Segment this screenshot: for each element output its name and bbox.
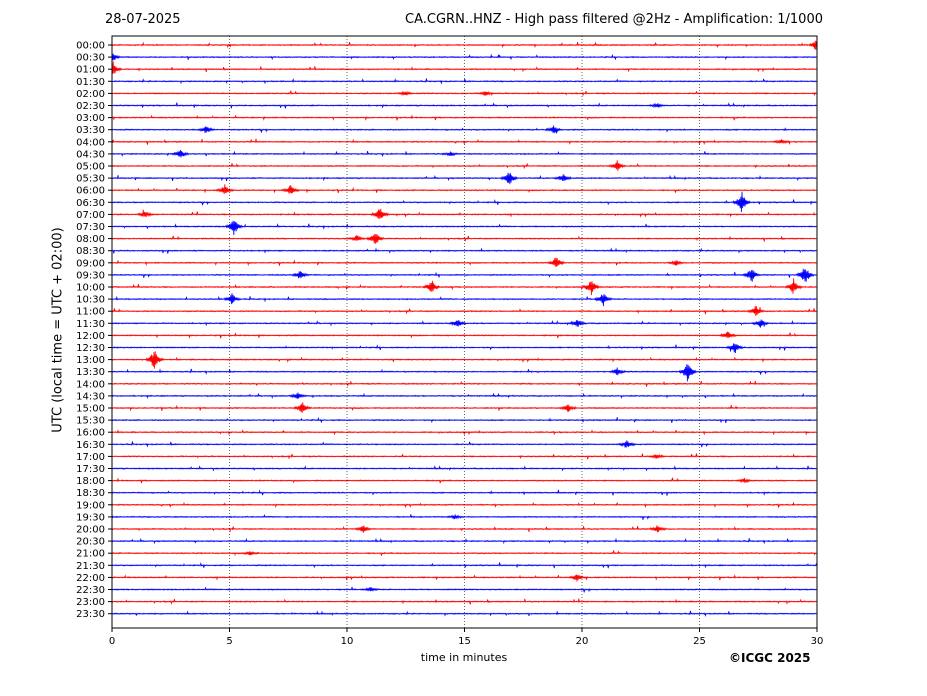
y-tick-label: 19:30 [76,512,105,523]
y-tick-label: 00:00 [76,41,105,52]
x-tick-label: 0 [109,636,115,647]
trace-2130 [111,562,817,569]
y-tick-label: 11:00 [76,307,105,318]
x-tick-label: 10 [341,636,354,647]
y-tick-label: 07:30 [76,222,105,233]
y-tick-label: 22:00 [76,573,105,584]
y-tick-label: 18:30 [76,488,105,499]
x-tick-label: 30 [811,636,824,647]
trace-2200 [111,574,817,582]
y-ticks: 00:0000:3001:0001:3002:0002:3003:0003:30… [76,41,112,620]
y-tick-label: 06:30 [76,198,105,209]
y-tick-label: 05:00 [76,162,105,173]
y-tick-label: 16:30 [76,440,105,451]
y-axis-label: UTC (local time = UTC + 02:00) [50,227,66,433]
y-tick-label: 02:30 [76,101,105,112]
y-tick-label: 19:00 [76,500,105,511]
trace-1100 [111,305,817,317]
y-tick-label: 23:30 [76,609,105,620]
y-tick-label: 15:00 [76,404,105,415]
y-tick-label: 02:00 [76,89,105,100]
y-tick-label: 04:00 [76,137,105,148]
y-tick-label: 15:30 [76,416,105,427]
trace-0930 [111,268,817,282]
y-tick-label: 16:00 [76,428,105,439]
trace-0030 [111,52,817,61]
trace-1300 [111,351,817,369]
y-tick-label: 08:30 [76,246,105,257]
trace-0130 [111,77,817,85]
y-tick-label: 00:30 [76,53,105,64]
trace-0800 [111,233,817,244]
trace-2300 [111,598,817,605]
x-tick-label: 5 [226,636,232,647]
x-axis-label: time in minutes [420,651,508,664]
trace-0900 [111,257,817,267]
y-tick-label: 12:30 [76,343,105,354]
trace-1030 [111,293,817,307]
y-tick-label: 21:00 [76,549,105,560]
trace-0700 [111,208,817,219]
trace-1230 [111,343,817,354]
y-tick-label: 01:00 [76,65,105,76]
y-tick-label: 17:30 [76,464,105,475]
y-tick-label: 21:30 [76,561,105,572]
y-tick-label: 05:30 [76,174,105,185]
y-tick-label: 03:00 [76,113,105,124]
y-tick-label: 22:30 [76,585,105,596]
y-tick-label: 13:30 [76,367,105,378]
trace-1930 [111,513,817,520]
y-tick-label: 23:00 [76,597,105,608]
y-tick-label: 13:00 [76,355,105,366]
x-ticks: 0 5 10 15 20 25 30 [109,628,824,647]
y-tick-label: 08:00 [76,234,105,245]
grid-layer [229,36,700,628]
trace-1130 [111,319,817,328]
trace-1330 [111,364,817,382]
trace-1000 [111,278,817,296]
x-tick-label: 15 [458,636,471,647]
y-tick-label: 03:30 [76,125,105,136]
y-tick-label: 14:30 [76,391,105,402]
y-tick-label: 12:00 [76,331,105,342]
plot-date: 28-07-2025 [105,12,181,27]
y-tick-label: 09:00 [76,258,105,269]
y-tick-label: 10:30 [76,295,105,306]
y-tick-label: 01:30 [76,77,105,88]
x-tick-label: 25 [693,636,706,647]
trace-0830 [111,247,817,254]
y-tick-label: 07:00 [76,210,105,221]
y-tick-label: 06:00 [76,186,105,197]
trace-2330 [111,610,817,617]
y-tick-label: 11:30 [76,319,105,330]
y-tick-label: 14:00 [76,379,105,390]
copyright-text: ©ICGC 2025 [729,651,811,665]
trace-2230 [111,586,817,593]
plot-frame [111,35,818,629]
trace-2100 [111,550,817,557]
y-tick-label: 10:00 [76,283,105,294]
trace-1900 [111,501,817,509]
y-tick-label: 17:00 [76,452,105,463]
trace-2030 [111,537,817,545]
y-tick-label: 20:30 [76,537,105,548]
y-tick-label: 20:00 [76,525,105,536]
trace-1200 [111,331,817,339]
plot-title: CA.CGRN..HNZ - High pass filtered @2Hz -… [405,12,823,27]
y-tick-label: 04:30 [76,149,105,160]
trace-0630 [111,191,817,213]
y-tick-label: 18:00 [76,476,105,487]
trace-0600 [111,184,817,194]
x-tick-label: 20 [576,636,589,647]
y-tick-label: 09:30 [76,270,105,281]
